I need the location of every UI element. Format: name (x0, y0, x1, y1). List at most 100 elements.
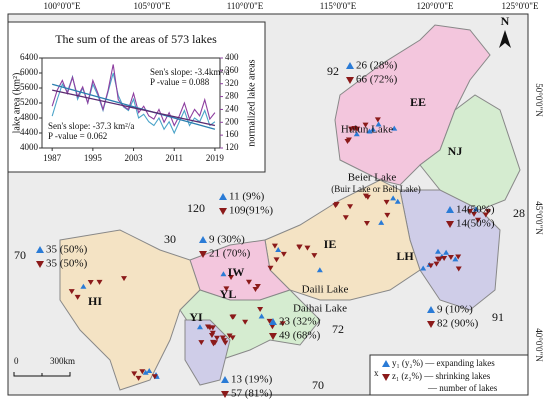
legend-shrinking: z₁ (z₂%) — shrinking lakes (392, 371, 491, 381)
shrinking-marker (74, 294, 81, 300)
shrinking-marker (242, 319, 249, 325)
legend-expanding: y₁ (y₂%) — expanding lakes (392, 358, 495, 368)
shrinking-marker (332, 203, 339, 209)
shrinking-marker (347, 204, 354, 210)
lake-label: Daihai Lake (293, 303, 347, 315)
shrinking-count: 66 (72%) (356, 74, 398, 86)
y-tick-label: 5200 (20, 97, 39, 107)
lon-label: 105°0'0"E (134, 1, 171, 11)
lake-label: Daili Lake (302, 284, 349, 296)
shrinking-marker (267, 265, 274, 271)
shrinking-marker (280, 251, 287, 257)
shrinking-marker (447, 255, 454, 261)
shrinking-marker (467, 208, 474, 214)
y2-tick-label: 360 (225, 65, 239, 75)
expanding-count: 35 (50%) (46, 244, 88, 256)
region-label: IE (324, 237, 337, 251)
shrinking-marker (204, 324, 211, 330)
north-label: N (501, 14, 510, 28)
shrinking-marker (344, 138, 351, 144)
shrinking-marker (441, 256, 448, 262)
expanding-marker (146, 368, 153, 374)
shrinking-marker (364, 194, 371, 200)
lake-count: 70 (14, 248, 26, 262)
shrinking-marker (257, 306, 264, 312)
expanding-icon (427, 306, 435, 313)
shrinking-marker (68, 289, 75, 295)
annotation: Sen's slope: -3.4km²/a (150, 67, 230, 77)
shrinking-marker (311, 253, 318, 259)
shrinking-marker (482, 212, 489, 218)
trend-line (51, 83, 216, 130)
shrinking-marker (455, 254, 462, 260)
y-axis-label: lake area (km²) (11, 73, 22, 134)
lake-label: Beier Lake (348, 172, 397, 184)
x-tick-label: 2019 (206, 153, 225, 163)
expanding-marker (472, 206, 479, 212)
legend-x: x (374, 368, 379, 378)
shrinking-marker (151, 374, 158, 380)
region-label: YI (189, 310, 203, 324)
shrinking-marker (198, 340, 205, 346)
lake-label: (Buir Lake or Bell Lake) (331, 184, 420, 194)
trend-line (52, 89, 216, 127)
expanding-icon (446, 206, 454, 213)
lat-label: 40°0'0"N (534, 328, 544, 362)
shrinking-marker (252, 286, 259, 292)
region-label: HI (88, 294, 102, 308)
expanding-marker (275, 246, 282, 252)
shrinking-marker (455, 266, 462, 272)
region-label: LH (396, 249, 414, 263)
expanding-count: 13 (19%) (231, 374, 273, 386)
expanding-marker (420, 265, 427, 271)
scale-length: 300km (50, 356, 75, 366)
region-label: IW (228, 265, 245, 279)
series-line (51, 64, 216, 127)
expanding-icon (269, 318, 277, 325)
shrinking-icon (382, 374, 390, 381)
expanding-icon (199, 236, 207, 243)
expanding-count: 26 (28%) (356, 60, 398, 72)
shrinking-marker (209, 325, 216, 331)
shrinking-marker (208, 332, 215, 338)
expanding-marker (196, 324, 203, 330)
shrinking-marker (209, 339, 216, 345)
expanding-marker (142, 369, 149, 375)
y-tick-label: 4000 (20, 142, 39, 152)
expanding-marker (80, 283, 87, 289)
expanding-icon (36, 246, 44, 253)
expanding-marker (220, 271, 227, 277)
shrinking-marker (131, 371, 138, 377)
expanding-marker (258, 313, 265, 319)
expanding-marker (391, 125, 398, 131)
shrinking-marker (296, 244, 303, 250)
shrinking-icon (219, 208, 227, 215)
shrinking-marker (351, 125, 358, 131)
x-tick-label: 2011 (165, 153, 183, 163)
lake-label: Hulun Lake (341, 124, 393, 136)
x-tick-label: 1987 (43, 153, 62, 163)
shrinking-marker (223, 286, 230, 292)
lon-label: 115°0'0"E (320, 1, 357, 11)
shrinking-marker (363, 221, 370, 227)
lake-count: 72 (332, 322, 344, 336)
shrinking-marker (273, 257, 280, 263)
expanding-count: 23 (32%) (279, 316, 321, 328)
inset-title: The sum of the areas of 573 lakes (55, 32, 217, 46)
expanding-icon (346, 62, 354, 69)
y2-tick-label: 160 (225, 129, 239, 139)
lon-label: 110°0'0"E (227, 1, 264, 11)
shrinking-count: 21 (70%) (209, 248, 251, 260)
shrinking-count: 14(50%) (456, 218, 495, 230)
annotation: P -value = 0.062 (48, 131, 107, 141)
shrinking-marker (121, 276, 128, 282)
lake-count: 120 (187, 201, 205, 215)
expanding-marker (375, 121, 382, 127)
x-tick-label: 2003 (125, 153, 144, 163)
expanding-marker (452, 256, 459, 262)
shrinking-count: 57 (81%) (231, 388, 273, 400)
shrinking-marker (271, 243, 278, 249)
shrinking-marker (342, 215, 349, 221)
